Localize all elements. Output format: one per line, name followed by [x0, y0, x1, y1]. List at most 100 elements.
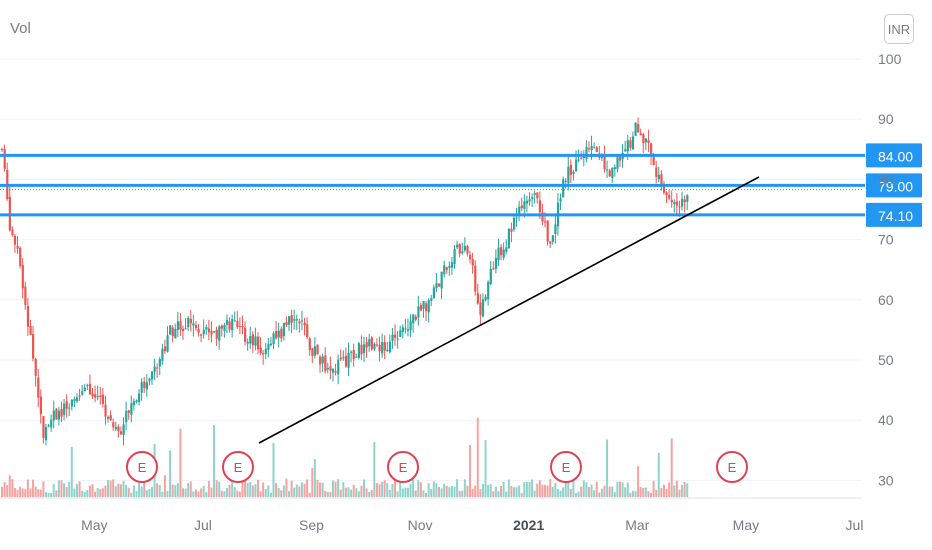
volume-bar	[275, 483, 278, 497]
candle-body	[104, 404, 107, 417]
volume-bar	[569, 488, 572, 497]
volume-bar	[523, 482, 526, 497]
volume-bar	[24, 489, 27, 497]
volume-bar	[205, 492, 208, 497]
candle-body	[587, 148, 591, 150]
volume-bar	[331, 480, 334, 497]
volume-bar	[445, 485, 448, 497]
volume-bar	[213, 425, 216, 497]
candle-body	[244, 327, 247, 342]
candle-body	[427, 300, 430, 313]
candle-body	[546, 220, 549, 242]
price-axis: 100 90 80 70 60 50 40 30	[878, 51, 902, 488]
volume-bar	[655, 489, 658, 497]
candle-body	[435, 283, 438, 289]
volume-bar	[13, 488, 16, 497]
candle-body	[11, 229, 14, 235]
price-level-label: 84.00	[878, 148, 913, 164]
volume-bar	[342, 482, 345, 497]
candle-body	[484, 296, 487, 301]
volume-bar	[52, 484, 55, 497]
candle-body	[140, 382, 143, 393]
volume-bar	[425, 492, 428, 497]
candle-body	[316, 344, 319, 355]
candle-body	[673, 201, 676, 205]
candle-body	[425, 303, 428, 312]
candle-body	[497, 247, 500, 261]
candle-body	[569, 164, 573, 175]
volume-bar	[104, 485, 107, 497]
volume-bar	[44, 492, 47, 497]
volume-bar	[528, 482, 531, 497]
volume-indicator-label[interactable]: Vol	[10, 20, 31, 37]
price-level-badge: 79.00	[866, 173, 922, 198]
candle-body	[280, 328, 283, 339]
volume-bar	[440, 488, 443, 497]
candle-body	[169, 325, 172, 335]
time-axis: May Jul Sep Nov 2021 Mar May Jul	[81, 517, 863, 533]
volume-bar	[484, 440, 487, 497]
volume-bar	[613, 492, 616, 497]
volume-bar	[73, 488, 76, 497]
candle-body	[163, 346, 167, 352]
volume-bar	[140, 486, 143, 497]
candle-body	[383, 342, 386, 351]
volume-bar	[112, 479, 115, 497]
currency-badge[interactable]: INR	[884, 14, 914, 44]
volume-bar	[471, 488, 474, 497]
volume-bar	[546, 485, 549, 497]
volume-bar	[381, 481, 384, 497]
volume-bar	[492, 491, 495, 497]
candle-body	[70, 399, 74, 407]
candle-body	[179, 321, 182, 330]
volume-bar	[432, 481, 435, 497]
volume-bar	[582, 480, 585, 497]
badge-bg	[866, 202, 922, 227]
candle-body	[107, 416, 110, 419]
volume-bar	[122, 480, 125, 497]
earnings-marker: E	[550, 451, 582, 483]
volume-bar	[288, 491, 291, 497]
candle-body	[21, 265, 24, 289]
candle-body	[313, 346, 317, 356]
volume-bar	[81, 490, 84, 497]
volume-bar	[668, 482, 671, 497]
volume-bar	[60, 480, 63, 497]
volume-bar	[179, 428, 182, 497]
candle-body	[231, 318, 234, 331]
volume-bar	[236, 490, 239, 497]
volume-bar	[1, 486, 3, 497]
volume-bar	[670, 438, 673, 497]
volume-bar	[282, 485, 285, 497]
volume-bar	[629, 492, 632, 497]
candle-body	[370, 337, 373, 350]
volume-bar	[337, 479, 340, 497]
volume-bar	[145, 490, 148, 497]
volume-bar	[686, 483, 689, 497]
candle-body	[639, 133, 642, 136]
candle-body	[337, 359, 340, 375]
candle-body	[275, 330, 278, 339]
volume-bar	[171, 484, 174, 497]
candle-body	[161, 348, 164, 361]
candle-body	[78, 395, 81, 397]
time-tick-label: 2021	[513, 517, 544, 533]
time-tick-label: Jul	[194, 517, 212, 533]
price-tick-label: 70	[878, 232, 894, 248]
volume-bar	[321, 482, 324, 497]
volume-bar	[681, 485, 684, 497]
candle-body	[391, 334, 394, 341]
candle-body	[611, 167, 614, 178]
volume-bar	[525, 482, 528, 497]
candle-body	[463, 245, 467, 251]
horizontal-levels: 84.00 79.00 74.10	[0, 143, 922, 227]
candle-body	[127, 410, 130, 413]
volume-bar	[241, 479, 244, 497]
volume-bar	[551, 486, 554, 497]
candle-body	[150, 371, 154, 380]
volume-bar	[86, 489, 89, 497]
earnings-marker: E	[387, 451, 419, 483]
volume-bar	[463, 479, 466, 497]
candle-body	[192, 323, 195, 326]
